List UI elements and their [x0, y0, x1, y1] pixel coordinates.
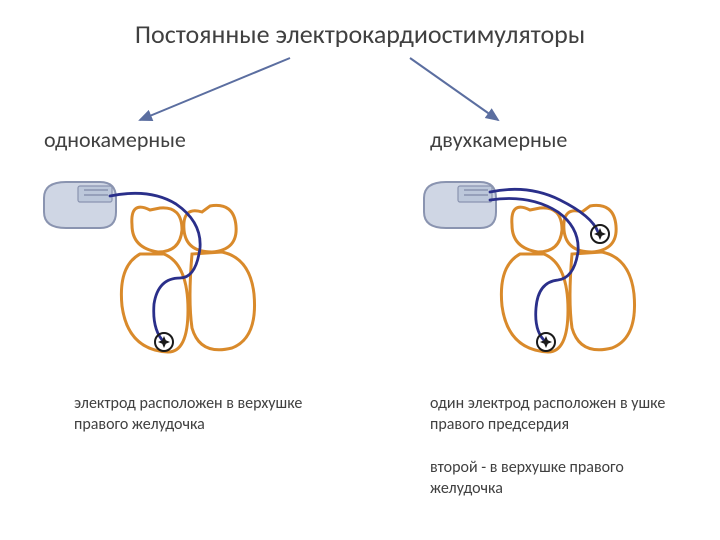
subtitle-single-chamber: однокамерные	[44, 126, 186, 153]
diagram-single-chamber	[40, 170, 300, 370]
slide-title: Постоянные электрокардиостимуляторы	[0, 18, 720, 50]
pacemaker-device-icon	[44, 182, 116, 228]
heart-outline-icon	[501, 205, 634, 352]
subtitle-dual-chamber: двухкамерные	[430, 126, 567, 153]
desc-single-chamber: электрод расположен в верхушке правого ж…	[74, 394, 334, 436]
heart-outline-icon	[121, 205, 254, 352]
electrode-tip-icon	[155, 333, 173, 351]
pacemaker-device-icon	[424, 182, 496, 228]
electrode-tip-ventricular-icon	[537, 333, 555, 351]
desc-dual-chamber-1: один электрод расположен в ушке правого …	[430, 394, 690, 436]
desc-dual-chamber-2: второй - в верхушке правого желудочка	[430, 458, 690, 500]
title-arrows	[0, 54, 720, 134]
electrode-tip-atrial-icon	[591, 225, 609, 243]
diagram-dual-chamber	[420, 170, 680, 370]
